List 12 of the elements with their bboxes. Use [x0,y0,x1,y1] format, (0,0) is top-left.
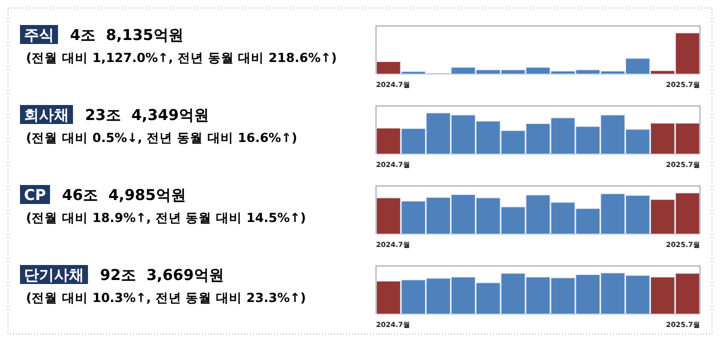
text: (전월 대비 0.5%↓, 전년 동월 대비 16.6%↑) [26,130,298,145]
text: 23조 4,349억원 [85,106,209,124]
text: (전월 대비 1,127.0%↑, 전년 동월 대비 218.6%↑) [26,50,337,65]
text: 회사채 [24,106,69,124]
text: 주식 [24,26,54,44]
text: 4조 8,135억원 [70,26,184,44]
text: 92조 3,669억원 [100,266,224,284]
text: CP [24,186,46,204]
text: 46조 4,985억원 [62,186,186,204]
text: 단기사채 [24,266,84,284]
text: (전월 대비 10.3%↑, 전년 동월 대비 23.3%↑) [26,290,306,305]
text: (전월 대비 18.9%↑, 전년 동월 대비 14.5%↑) [26,210,306,225]
